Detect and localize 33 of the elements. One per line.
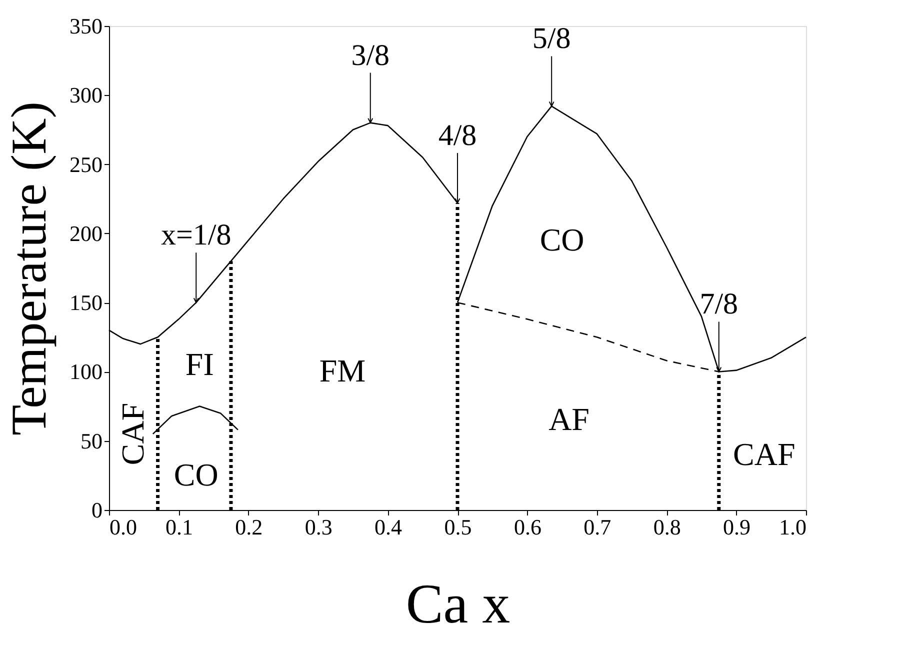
y-tick-label: 300 xyxy=(70,82,102,108)
y-tick-label: 200 xyxy=(70,220,102,246)
x-tick-label: 0.5 xyxy=(444,514,472,540)
x-tick-label: 0.8 xyxy=(653,514,681,540)
y-tick-label: 250 xyxy=(70,152,102,177)
x-tick-label: 0.1 xyxy=(165,514,193,540)
x-tick-label: 1.0 xyxy=(779,514,806,540)
annotation: CO xyxy=(174,456,218,493)
y-axis-title: Temperature (K) xyxy=(0,102,56,436)
x-tick-label: 0.6 xyxy=(514,514,542,540)
annotation: FM xyxy=(319,352,366,389)
y-tick-label: 100 xyxy=(70,359,102,384)
annotation: 4/8 xyxy=(438,119,477,152)
annotation: 5/8 xyxy=(532,22,571,56)
annotation: CAF xyxy=(733,436,796,472)
annotation: CO xyxy=(540,221,584,258)
y-tick-label: 150 xyxy=(70,290,102,316)
y-tick-label: 0 xyxy=(92,498,102,522)
y-tick-label: 50 xyxy=(80,428,102,454)
annotation: AF xyxy=(548,400,590,437)
x-tick-label: 0.4 xyxy=(374,514,402,540)
x-tick-label: 0.7 xyxy=(584,514,612,540)
annotation: CAF xyxy=(114,402,150,466)
annotation: x=1/8 xyxy=(160,218,232,252)
x-axis-title: Ca x xyxy=(406,574,510,636)
x-tick-label: 0.9 xyxy=(723,514,751,540)
x-tick-label: 0.2 xyxy=(235,514,263,540)
annotation: FI xyxy=(185,346,214,382)
x-tick-label: 0.0 xyxy=(110,514,137,540)
annotation: 7/8 xyxy=(700,288,738,321)
x-tick-label: 0.3 xyxy=(304,514,332,540)
y-tick-label: 350 xyxy=(70,14,102,38)
annotation: 3/8 xyxy=(351,38,390,72)
